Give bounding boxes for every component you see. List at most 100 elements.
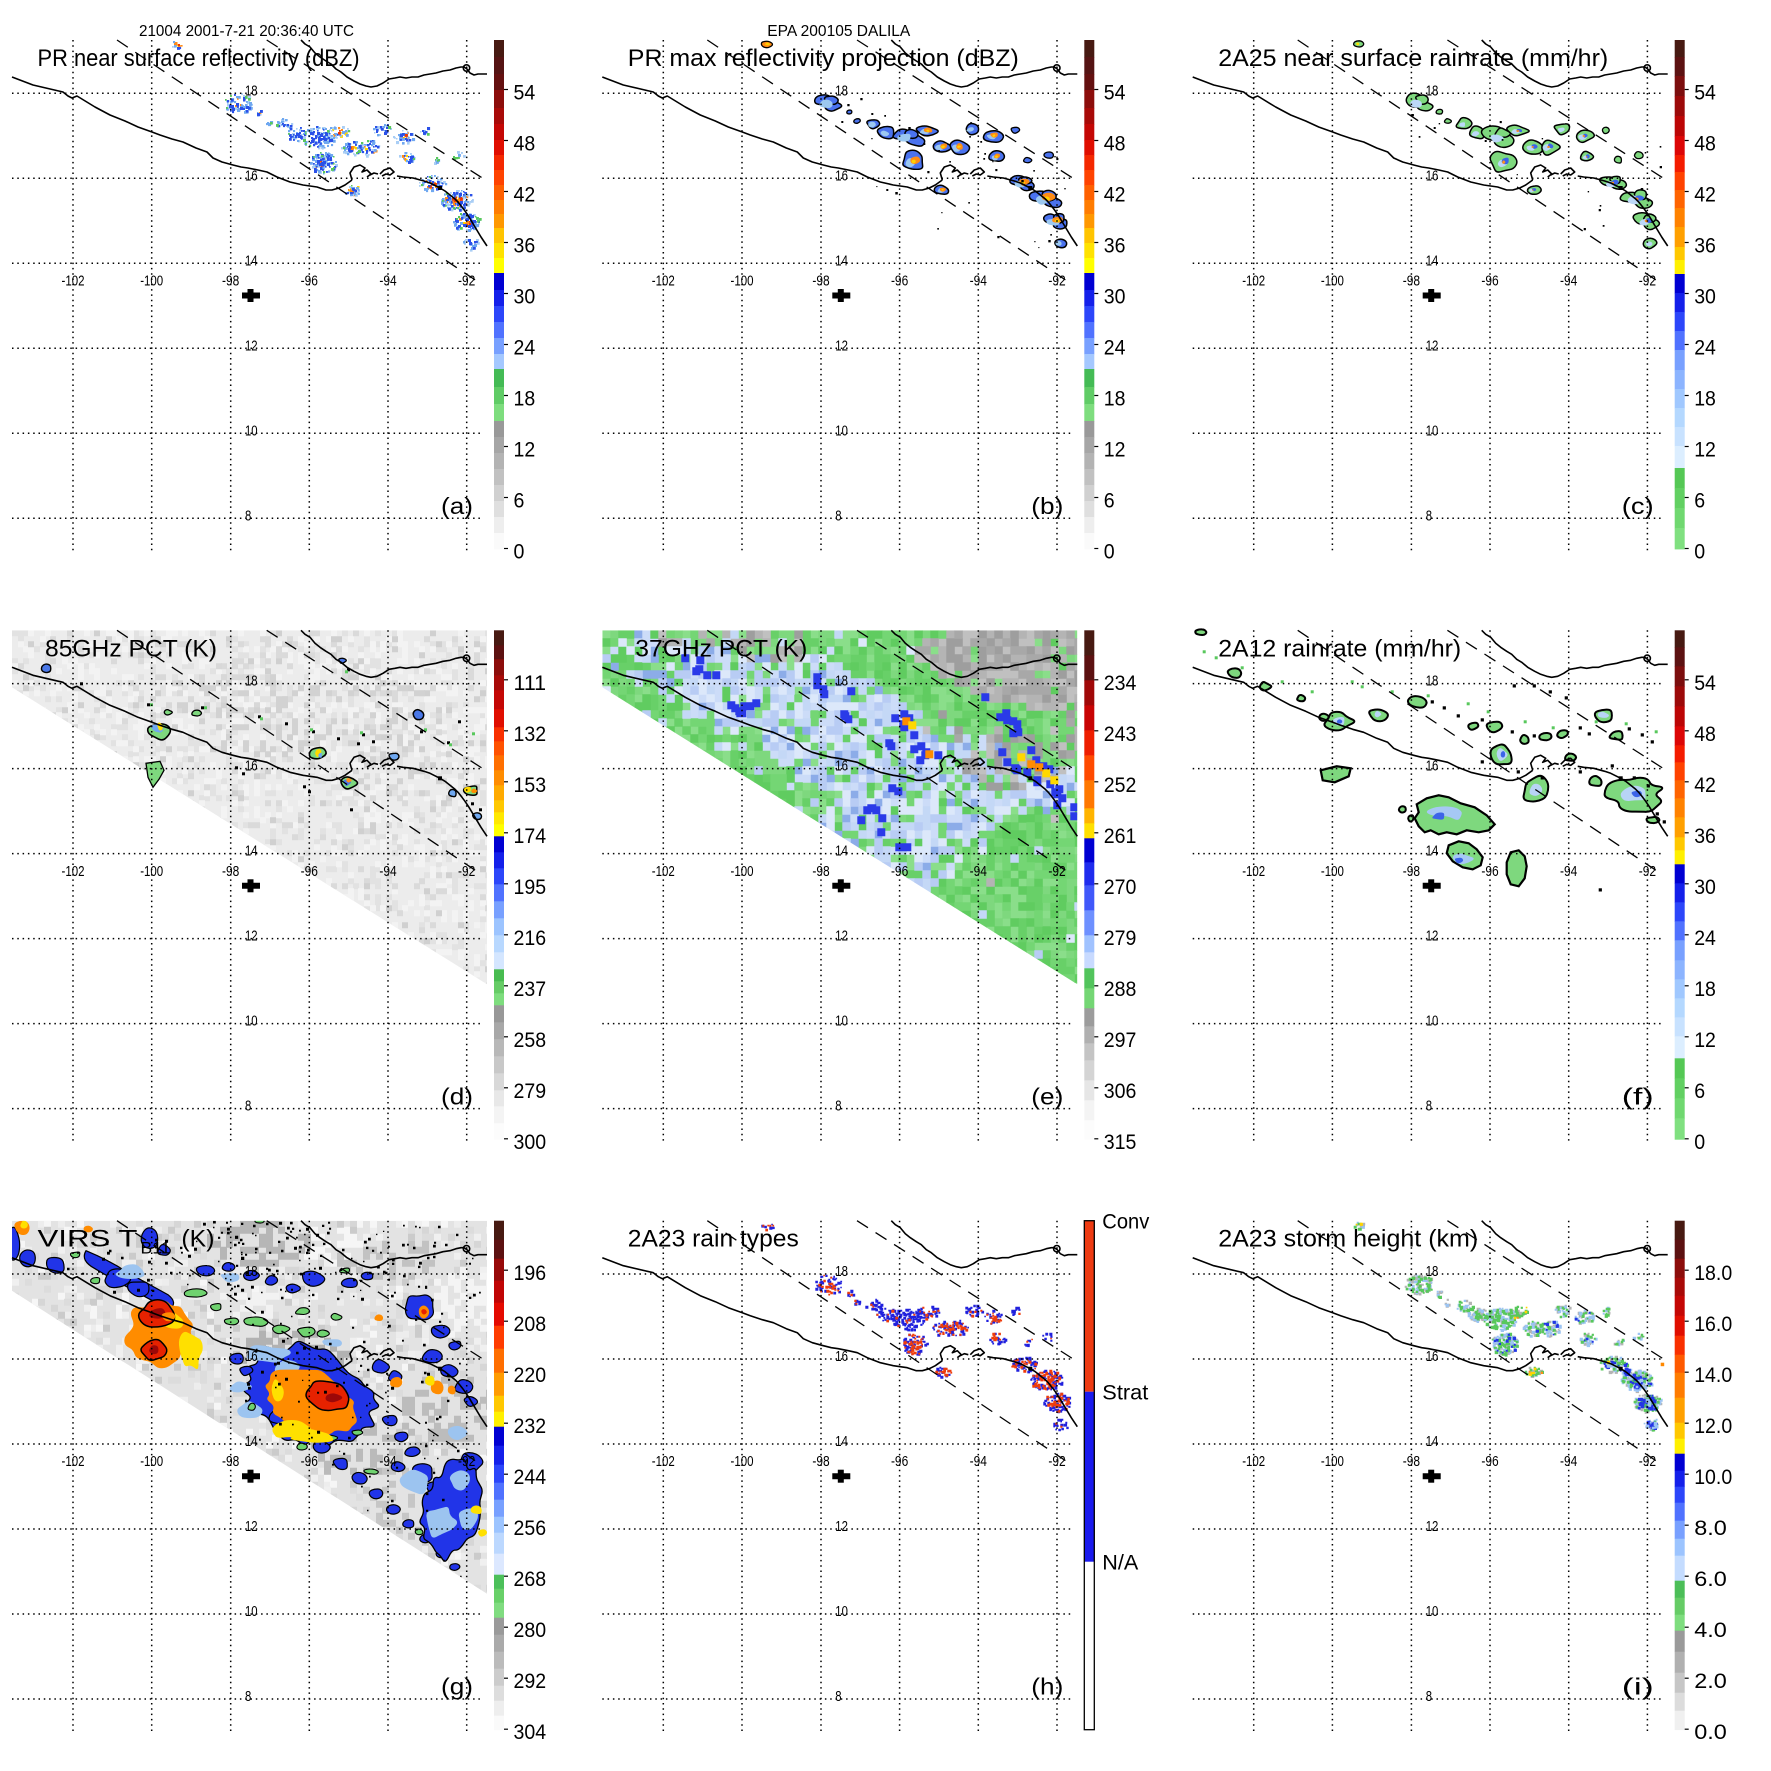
- svg-text:(f): (f): [1622, 1083, 1654, 1109]
- svg-text:N/A: N/A: [1102, 1552, 1138, 1575]
- svg-text:24: 24: [1694, 927, 1716, 950]
- svg-text:18: 18: [514, 388, 536, 411]
- svg-text:PR max reflectivity projection: PR max reflectivity projection (dBZ): [628, 45, 1019, 72]
- svg-text:288: 288: [1104, 978, 1137, 1001]
- svg-text:54: 54: [1694, 672, 1716, 695]
- svg-text:(a): (a): [441, 493, 473, 519]
- svg-text:256: 256: [514, 1517, 547, 1540]
- svg-text:48: 48: [1104, 133, 1126, 156]
- svg-text:18.0: 18.0: [1694, 1262, 1732, 1285]
- svg-text:237: 237: [514, 978, 547, 1001]
- svg-text:12: 12: [1694, 1029, 1716, 1052]
- svg-text:243: 243: [1104, 723, 1137, 746]
- svg-text:8.0: 8.0: [1694, 1517, 1727, 1540]
- svg-text:12: 12: [1104, 439, 1126, 462]
- svg-text:279: 279: [514, 1080, 547, 1103]
- svg-text:18: 18: [1694, 388, 1716, 411]
- svg-text:208: 208: [514, 1313, 547, 1336]
- svg-text:EPA 200105 DALILA: EPA 200105 DALILA: [767, 23, 910, 40]
- svg-text:(d): (d): [441, 1083, 473, 1109]
- svg-text:2A12 rainrate (mm/hr): 2A12 rainrate (mm/hr): [1218, 635, 1461, 662]
- svg-text:279: 279: [1104, 927, 1137, 950]
- svg-text:36: 36: [1694, 825, 1716, 848]
- svg-text:174: 174: [514, 825, 547, 848]
- svg-text:21004 2001-7-21 20:36:40 UTC: 21004 2001-7-21 20:36:40 UTC: [139, 23, 354, 40]
- svg-text:14.0: 14.0: [1694, 1364, 1732, 1387]
- svg-text:54: 54: [514, 82, 536, 105]
- svg-text:Conv: Conv: [1102, 1211, 1149, 1234]
- svg-text:36: 36: [514, 235, 536, 258]
- svg-text:54: 54: [1694, 82, 1716, 105]
- svg-text:(i): (i): [1622, 1674, 1654, 1700]
- svg-text:30: 30: [1694, 286, 1716, 309]
- svg-text:10.0: 10.0: [1694, 1466, 1732, 1489]
- svg-text:42: 42: [514, 184, 536, 207]
- svg-text:0: 0: [1694, 1131, 1705, 1154]
- svg-text:270: 270: [1104, 876, 1137, 899]
- svg-text:196: 196: [514, 1262, 547, 1285]
- svg-text:0: 0: [514, 541, 525, 564]
- svg-text:2A23 rain types: 2A23 rain types: [628, 1226, 799, 1253]
- svg-text:18: 18: [1694, 978, 1716, 1001]
- svg-text:37GHz PCT (K): 37GHz PCT (K): [635, 635, 807, 662]
- svg-text:195: 195: [514, 876, 547, 899]
- svg-text:12.0: 12.0: [1694, 1415, 1732, 1438]
- svg-text:232: 232: [514, 1415, 547, 1438]
- svg-text:252: 252: [1104, 774, 1137, 797]
- svg-text:42: 42: [1694, 184, 1716, 207]
- svg-text:Strat: Strat: [1102, 1382, 1148, 1405]
- svg-text:6.0: 6.0: [1694, 1568, 1727, 1591]
- svg-text:30: 30: [514, 286, 536, 309]
- svg-text:2.0: 2.0: [1694, 1670, 1727, 1693]
- svg-text:315: 315: [1104, 1131, 1137, 1154]
- svg-text:(g): (g): [441, 1674, 473, 1700]
- svg-text:36: 36: [1104, 235, 1126, 258]
- svg-text:48: 48: [514, 133, 536, 156]
- svg-text:16.0: 16.0: [1694, 1313, 1732, 1336]
- svg-text:304: 304: [514, 1721, 547, 1744]
- svg-text:268: 268: [514, 1568, 547, 1591]
- svg-text:(b): (b): [1031, 493, 1063, 519]
- svg-text:24: 24: [514, 337, 536, 360]
- svg-text:216: 216: [514, 927, 547, 950]
- svg-text:(e): (e): [1031, 1083, 1063, 1109]
- svg-text:0.0: 0.0: [1694, 1721, 1727, 1744]
- svg-text:42: 42: [1104, 184, 1126, 207]
- svg-text:2A25 near surface rainrate (mm: 2A25 near surface rainrate (mm/hr): [1218, 45, 1608, 72]
- svg-text:42: 42: [1694, 774, 1716, 797]
- svg-text:4.0: 4.0: [1694, 1619, 1727, 1642]
- svg-text:48: 48: [1694, 723, 1716, 746]
- svg-text:PR near surface reflectivity (: PR near surface reflectivity (dBZ): [38, 45, 360, 72]
- svg-text:18: 18: [1104, 388, 1126, 411]
- svg-text:6: 6: [1694, 490, 1705, 513]
- svg-text:258: 258: [514, 1029, 547, 1052]
- svg-text:12: 12: [514, 439, 536, 462]
- svg-text:153: 153: [514, 774, 547, 797]
- svg-text:111: 111: [514, 672, 547, 695]
- svg-text:0: 0: [1694, 541, 1705, 564]
- svg-text:6: 6: [1104, 490, 1115, 513]
- svg-text:244: 244: [514, 1466, 547, 1489]
- svg-text:85GHz PCT (K): 85GHz PCT (K): [45, 635, 217, 662]
- svg-text:132: 132: [514, 723, 547, 746]
- svg-text:12: 12: [1694, 439, 1716, 462]
- svg-text:54: 54: [1104, 82, 1126, 105]
- svg-text:2A23 storm height (km): 2A23 storm height (km): [1218, 1226, 1478, 1253]
- svg-text:24: 24: [1694, 337, 1716, 360]
- svg-text:292: 292: [514, 1670, 547, 1693]
- svg-text:30: 30: [1694, 876, 1716, 899]
- svg-text:0: 0: [1104, 541, 1115, 564]
- svg-text:234: 234: [1104, 672, 1137, 695]
- svg-text:30: 30: [1104, 286, 1126, 309]
- svg-text:36: 36: [1694, 235, 1716, 258]
- svg-text:280: 280: [514, 1619, 547, 1642]
- svg-text:300: 300: [514, 1131, 547, 1154]
- svg-text:6: 6: [1694, 1080, 1705, 1103]
- svg-text:6: 6: [514, 490, 525, 513]
- svg-text:48: 48: [1694, 133, 1716, 156]
- svg-text:220: 220: [514, 1364, 547, 1387]
- svg-text:261: 261: [1104, 825, 1137, 848]
- svg-text:(c): (c): [1622, 493, 1654, 519]
- svg-text:306: 306: [1104, 1080, 1137, 1103]
